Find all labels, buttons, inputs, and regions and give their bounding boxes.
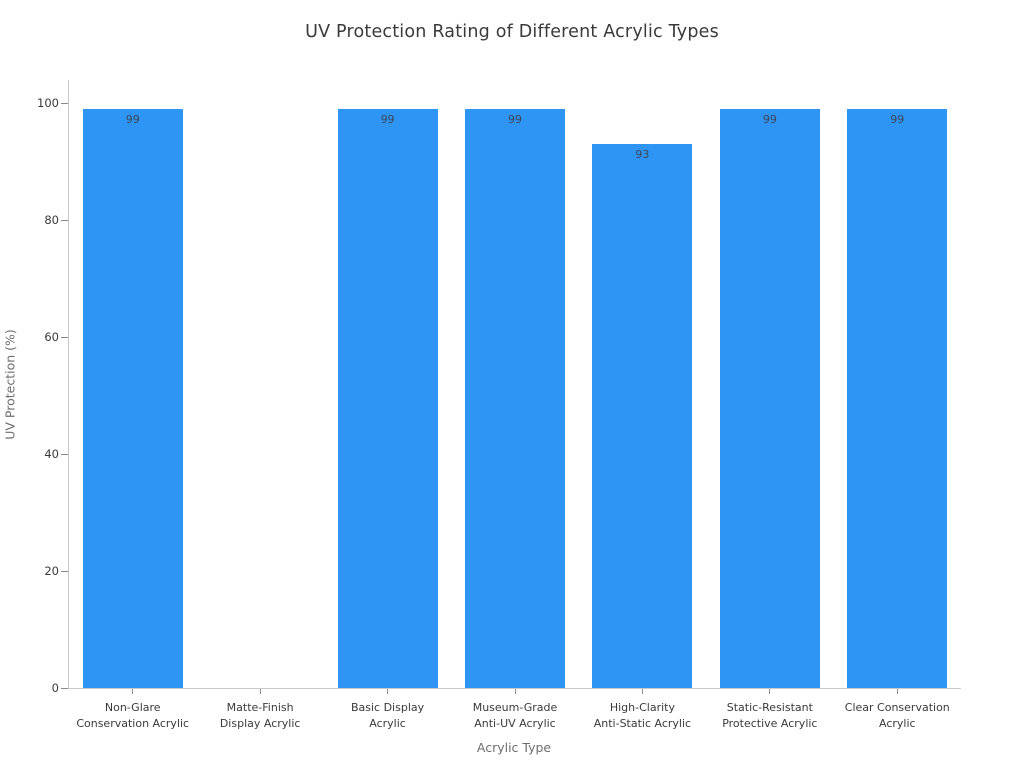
y-tick-label: 20 [44, 564, 59, 578]
x-tick-label: Basic Display Acrylic [350, 701, 425, 730]
bar: 93 [592, 143, 693, 688]
x-tick-label: Museum-Grade Anti-UV Acrylic [472, 701, 558, 730]
bar-value-label: 99 [762, 112, 777, 126]
x-tick-label: Matte-Finish Display Acrylic [219, 701, 301, 730]
bar-value-label: 99 [890, 112, 905, 126]
x-tick-label: Non-Glare Conservation Acrylic [76, 701, 190, 730]
x-tick-mark [514, 689, 516, 694]
x-tick-label: High-Clarity Anti-Static Acrylic [593, 701, 692, 730]
y-tick-mark [61, 336, 68, 338]
bar-value-label: 99 [380, 112, 395, 126]
x-tick-mark [896, 689, 898, 694]
x-tick-mark [769, 689, 771, 694]
bar: 99 [719, 108, 820, 688]
x-tick-mark [387, 689, 389, 694]
x-tick-label: Static-Resistant Protective Acrylic [722, 701, 818, 730]
bar: 99 [465, 108, 565, 688]
y-tick-mark [61, 102, 68, 104]
bar-value-label: 99 [125, 112, 140, 126]
x-tick-mark [259, 689, 261, 694]
y-tick-label: 80 [44, 213, 59, 227]
y-tick-mark [61, 453, 68, 455]
plot-area: 0 20 40 60 80 100 99 Non-Glare Conservation Acr… [37, 80, 961, 730]
y-tick-label: 40 [44, 447, 59, 461]
x-tick-mark [641, 689, 643, 694]
bar: 99 [337, 108, 438, 688]
y-axis-title: UV Protection (%) [2, 329, 18, 440]
x-axis-title: Acrylic Type [476, 740, 552, 755]
x-tick-mark [132, 689, 134, 694]
bar: 99 [847, 108, 948, 688]
y-tick-label: 0 [51, 681, 59, 695]
chart-title: UV Protection Rating of Different Acryli… [305, 22, 719, 42]
bar-value-label: 99 [508, 112, 522, 126]
y-tick-label: 60 [44, 330, 59, 344]
y-tick-mark [61, 570, 68, 572]
bar-value-label: 93 [635, 147, 650, 161]
y-tick-mark [61, 687, 68, 689]
y-tick-label: 100 [37, 96, 59, 110]
bar: 99 [82, 108, 183, 688]
x-tick-label: Clear Conservation Acrylic [844, 701, 950, 730]
y-tick-mark [61, 219, 68, 221]
